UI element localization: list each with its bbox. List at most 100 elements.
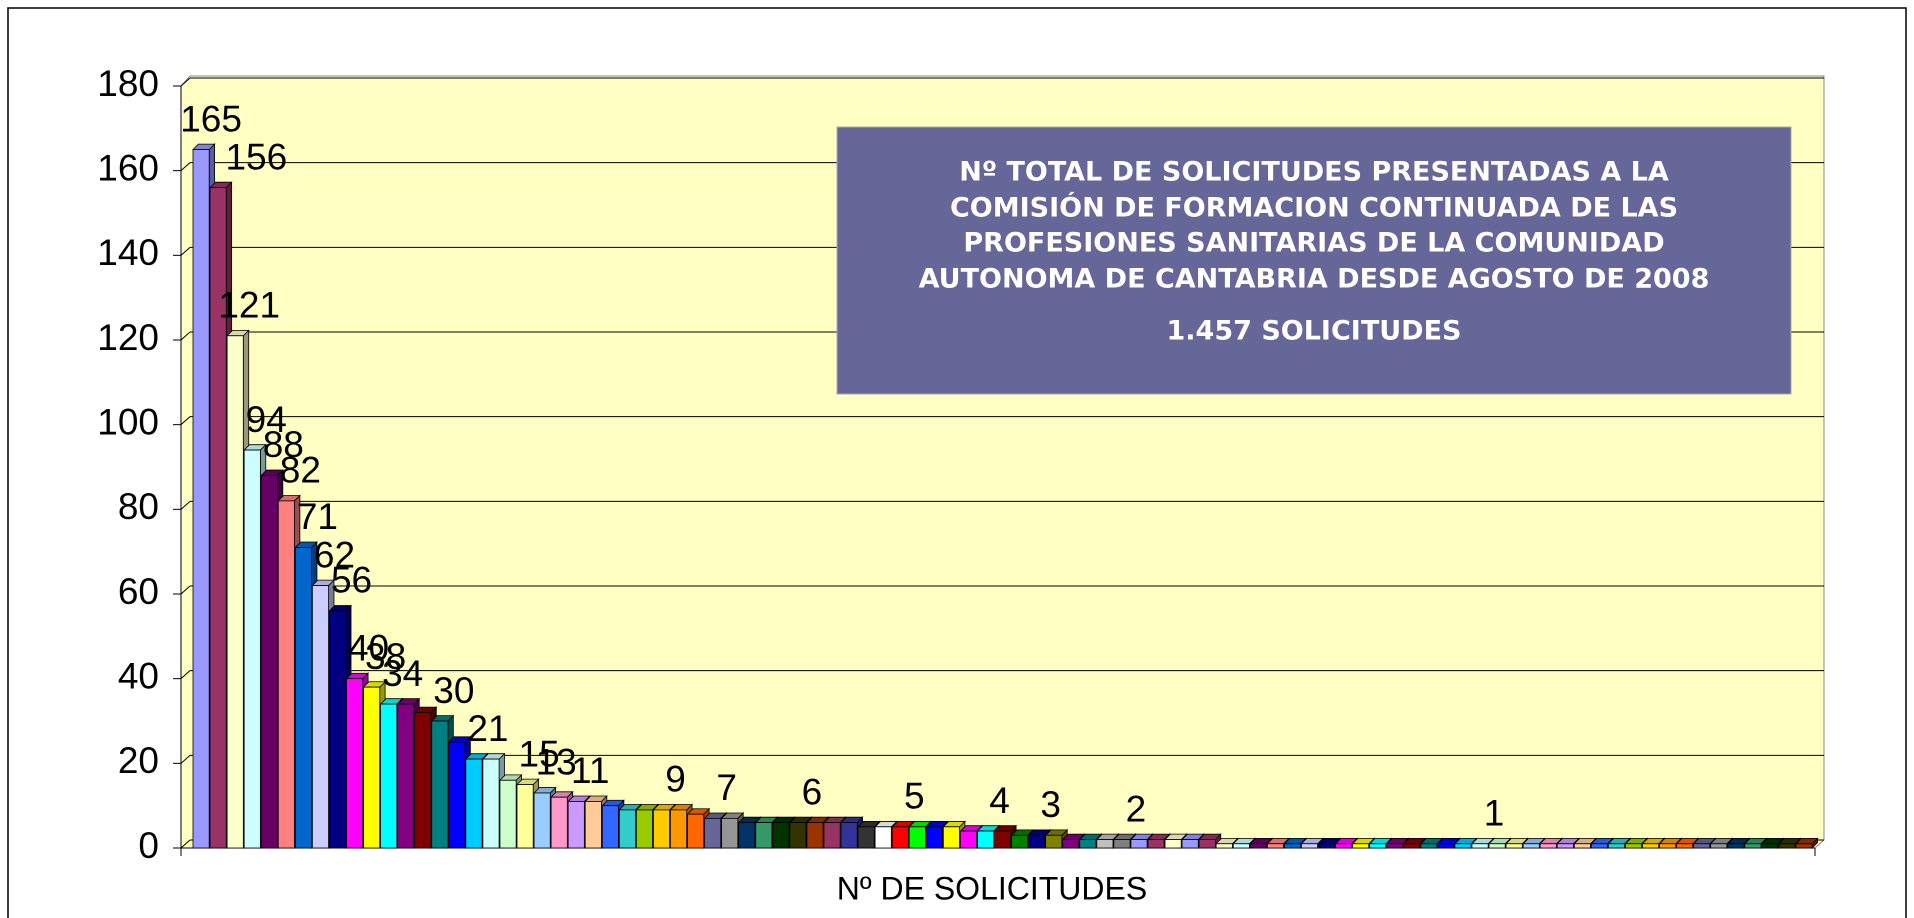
- grid-line: [180, 754, 191, 764]
- bar: [1369, 843, 1387, 849]
- y-tick-label: 120: [97, 317, 159, 358]
- bar: [209, 187, 227, 849]
- bar: [397, 703, 415, 849]
- bar: [567, 801, 585, 849]
- bar: [806, 822, 824, 849]
- data-label: 88: [263, 424, 304, 465]
- bar: [823, 822, 841, 849]
- chart-title: PROFESIONES SANITARIAS DE LA COMUNIDAD: [963, 228, 1664, 259]
- bar: [1761, 843, 1779, 849]
- y-tick-label: 140: [97, 232, 159, 273]
- grid-line: [180, 162, 191, 172]
- grid-line: [180, 839, 191, 849]
- grid-line: [180, 416, 191, 426]
- grid-line: [180, 585, 191, 595]
- bar: [1335, 843, 1353, 849]
- bar: [1283, 843, 1301, 849]
- bar: [942, 826, 960, 849]
- bar: [431, 720, 449, 849]
- bar: [1079, 839, 1097, 849]
- bar: [789, 822, 807, 849]
- bar: [1352, 843, 1370, 849]
- bar: [329, 610, 347, 849]
- data-label: 3: [1040, 784, 1061, 825]
- bar: [874, 826, 892, 849]
- bar: [1590, 843, 1608, 849]
- bar: [721, 817, 739, 849]
- x-axis-label: Nº DE SOLICITUDES: [837, 870, 1147, 906]
- bar: [1318, 843, 1336, 849]
- bar: [1266, 843, 1284, 849]
- data-label: 56: [331, 560, 372, 601]
- bar: [499, 779, 517, 849]
- bar: [1539, 843, 1557, 849]
- bar: [1795, 843, 1813, 849]
- bar: [311, 585, 329, 849]
- bar: [1607, 843, 1625, 849]
- title-box: [836, 126, 1792, 395]
- bar: [1437, 843, 1455, 849]
- bar: [1778, 843, 1796, 849]
- bar: [977, 830, 995, 849]
- bar: [1642, 843, 1660, 849]
- bar: [380, 703, 398, 849]
- bar: [260, 475, 278, 849]
- data-label: 11: [571, 750, 609, 791]
- bar: [618, 809, 636, 849]
- bar: [1164, 839, 1182, 849]
- y-tick-label: 0: [138, 825, 159, 866]
- bar: [294, 547, 312, 849]
- bar: [755, 822, 773, 849]
- chart-title: Nº TOTAL DE SOLICITUDES PRESENTADAS A LA: [959, 157, 1669, 188]
- data-label: 62: [314, 534, 355, 575]
- bar: [1710, 843, 1728, 849]
- chart-title: AUTONOMA DE CANTABRIA DESDE AGOSTO DE 20…: [919, 264, 1710, 295]
- bar: [1676, 843, 1694, 849]
- bar: [840, 822, 858, 849]
- y-tick-label: 20: [118, 740, 159, 781]
- grid-line: [180, 246, 191, 256]
- bar: [277, 500, 295, 849]
- bar: [1420, 843, 1438, 849]
- bar: [1454, 843, 1472, 849]
- bar: [687, 813, 705, 849]
- grid-line: [180, 670, 191, 680]
- data-label: 40: [348, 627, 389, 668]
- grid-line: [180, 331, 191, 341]
- bar: [994, 830, 1012, 849]
- bar: [448, 741, 466, 849]
- bar: [1522, 843, 1540, 849]
- data-label: 7: [716, 767, 737, 808]
- bar: [1386, 843, 1404, 849]
- bar: [857, 826, 875, 849]
- bar: [1147, 839, 1165, 849]
- bar: [1488, 843, 1506, 849]
- bar: [908, 826, 926, 849]
- bar: [465, 758, 483, 849]
- data-label: 6: [802, 771, 823, 812]
- y-tick-label: 80: [118, 486, 159, 527]
- bar: [925, 826, 943, 849]
- bar: [1096, 839, 1114, 849]
- y-tick-label: 160: [97, 147, 159, 188]
- bar: [772, 822, 790, 849]
- data-label: 38: [365, 636, 406, 677]
- bar: [516, 784, 534, 849]
- data-label: 13: [536, 742, 577, 783]
- bar: [1659, 843, 1677, 849]
- bar: [1028, 834, 1046, 849]
- bar: [1011, 834, 1029, 849]
- bar: [584, 801, 602, 849]
- data-label: 9: [665, 759, 686, 800]
- bar: [1045, 834, 1063, 849]
- y-tick-label: 180: [97, 63, 159, 104]
- y-tick-label: 60: [118, 571, 159, 612]
- bar: [533, 792, 551, 849]
- bar: [601, 805, 619, 849]
- bar: [653, 809, 671, 849]
- bar: [226, 335, 244, 849]
- bar: [482, 758, 500, 849]
- data-label: 15: [519, 733, 560, 774]
- bar: [192, 149, 210, 849]
